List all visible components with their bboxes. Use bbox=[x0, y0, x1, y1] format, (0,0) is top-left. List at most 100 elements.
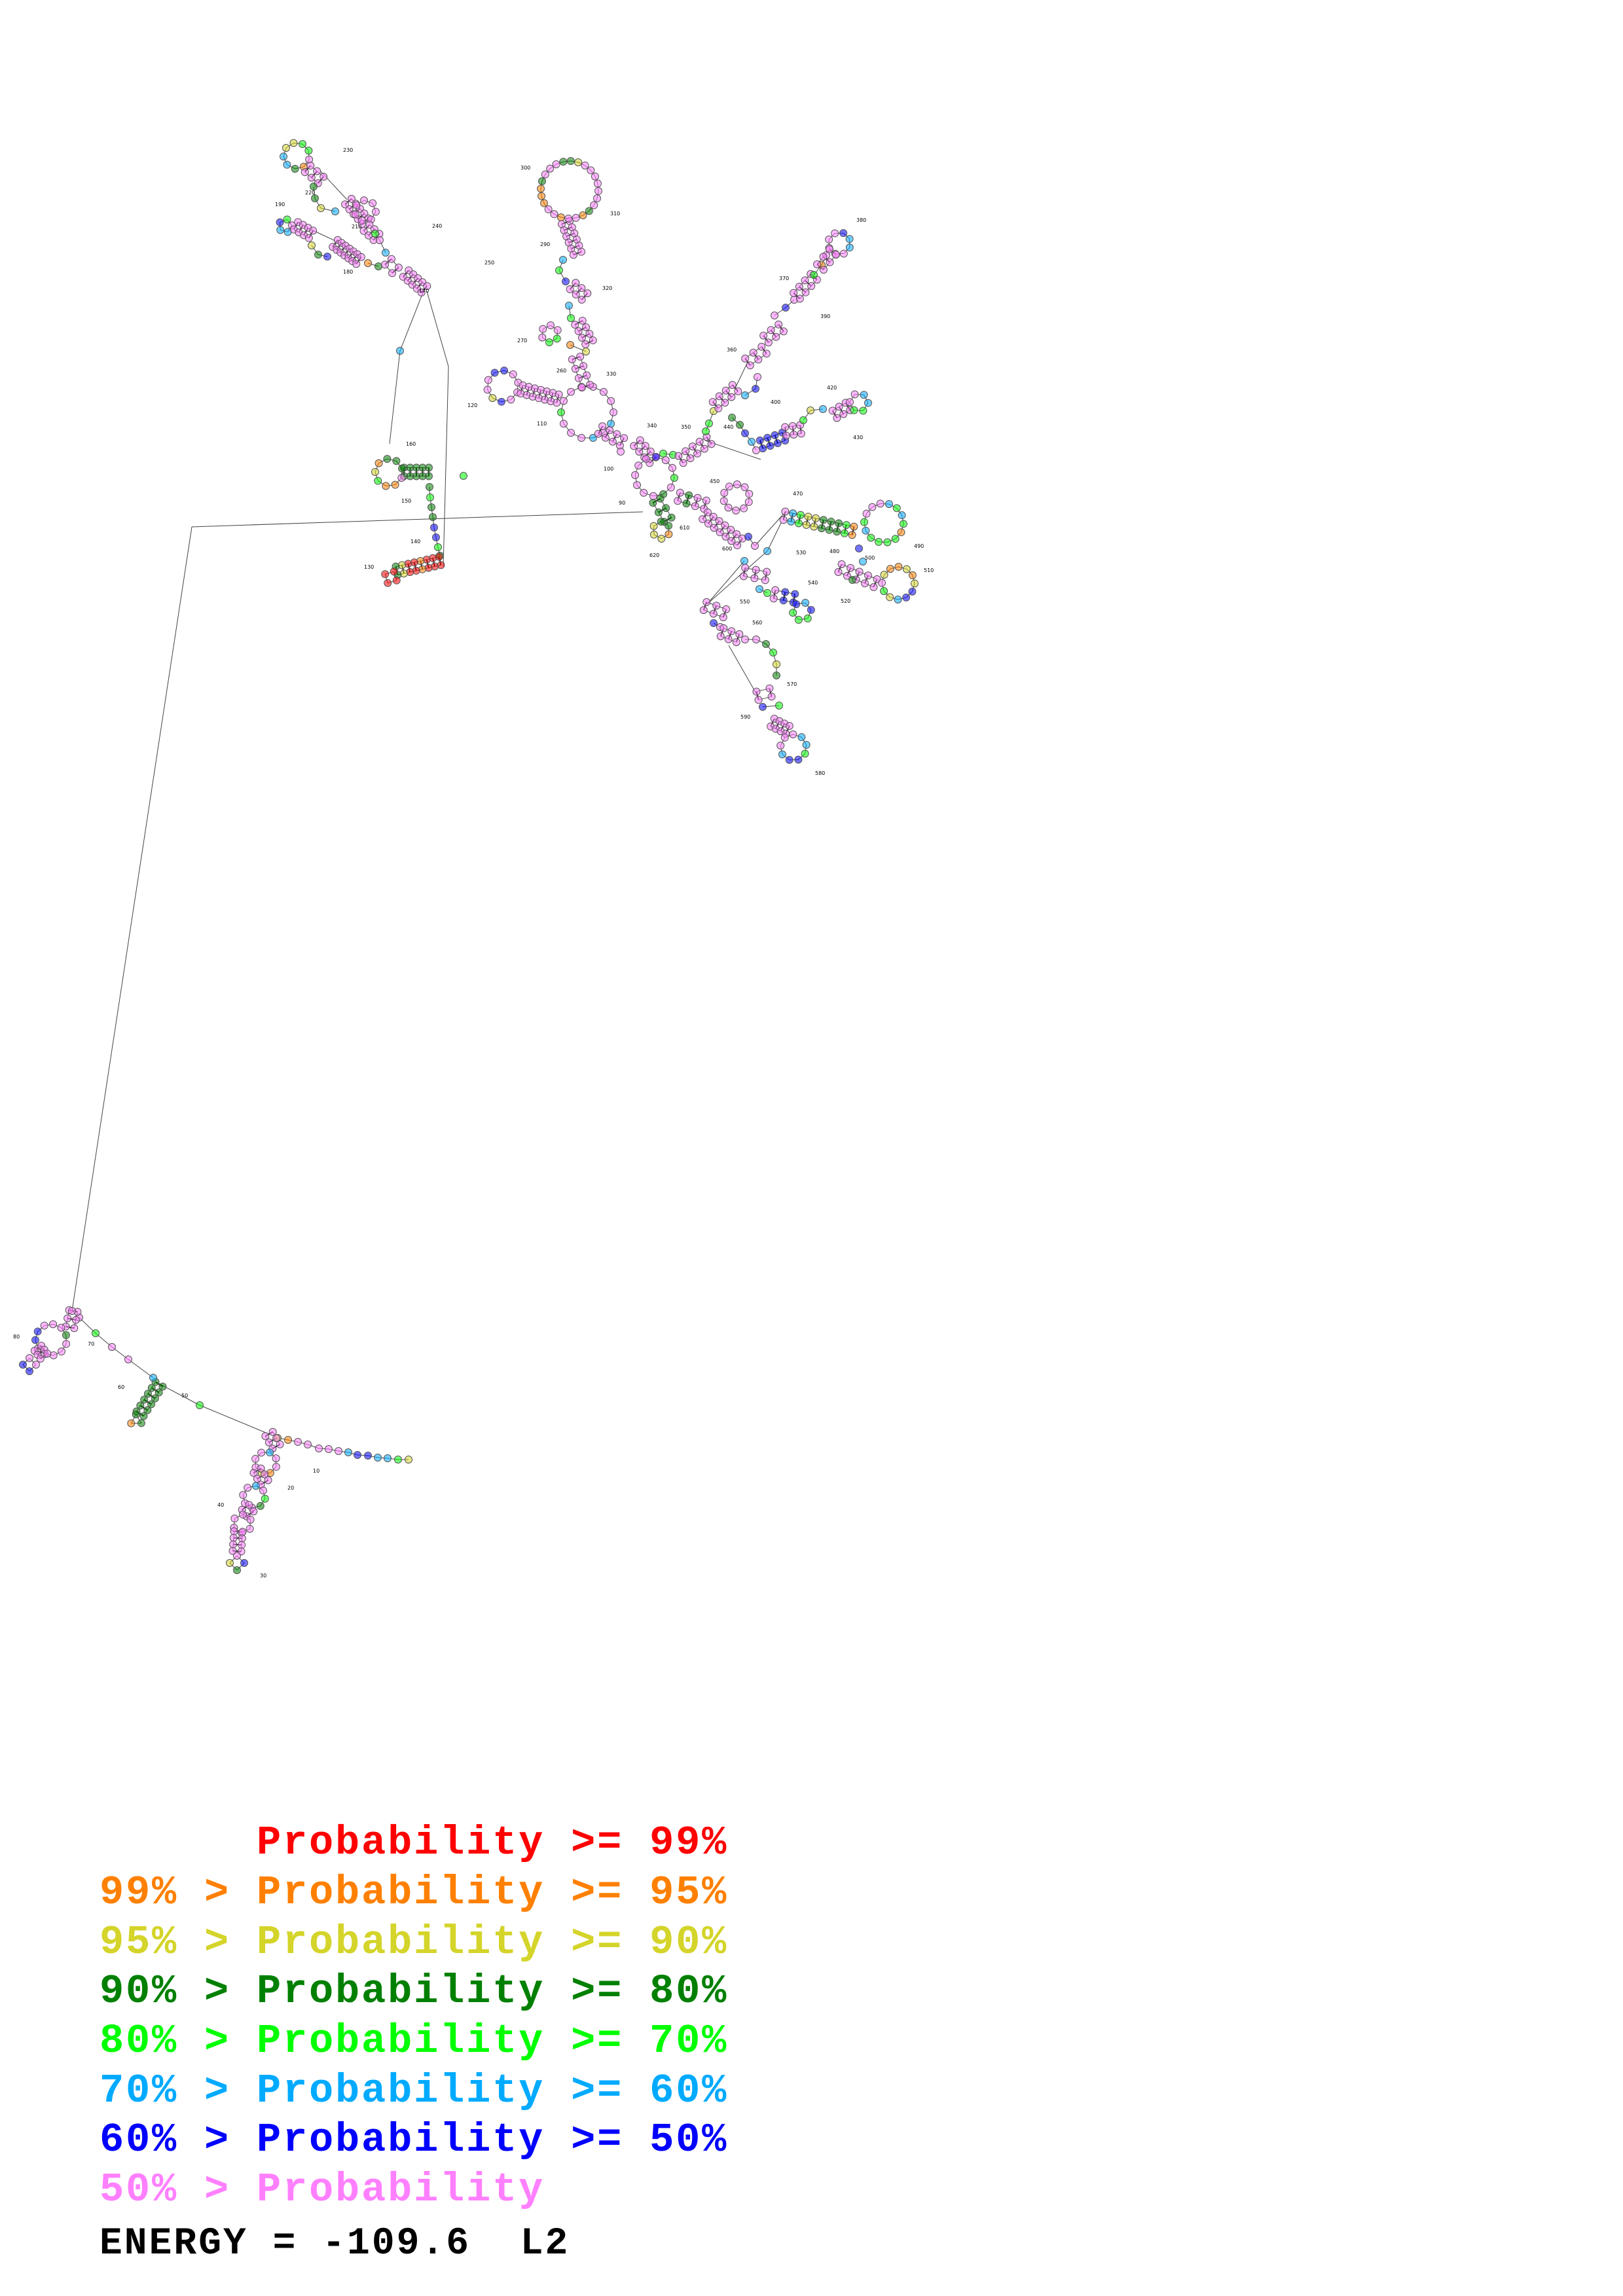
nucleotide bbox=[71, 1316, 80, 1324]
position-label: 590 bbox=[740, 714, 750, 720]
nucleotide bbox=[708, 398, 717, 406]
nucleotide bbox=[428, 503, 435, 511]
position-label: 130 bbox=[364, 564, 374, 570]
nucleotide bbox=[880, 571, 888, 579]
nucleotide bbox=[752, 565, 760, 574]
nucleotide bbox=[571, 321, 579, 329]
position-label: 360 bbox=[727, 347, 737, 353]
nucleotide bbox=[57, 1347, 65, 1355]
nucleotide bbox=[804, 512, 812, 521]
nucleotide bbox=[657, 534, 666, 543]
nucleotide bbox=[238, 1511, 247, 1519]
nucleotide bbox=[707, 440, 716, 448]
nucleotide bbox=[908, 587, 917, 596]
nucleotide bbox=[272, 1463, 280, 1471]
nucleotide bbox=[746, 361, 754, 370]
nucleotide bbox=[791, 590, 799, 598]
nucleotide bbox=[771, 312, 778, 319]
nucleotide bbox=[576, 352, 585, 361]
nucleotide bbox=[754, 696, 763, 704]
nucleotide bbox=[739, 572, 748, 581]
nucleotide bbox=[794, 616, 803, 624]
position-label: 400 bbox=[771, 399, 780, 405]
nucleotide bbox=[785, 722, 793, 730]
nucleotide bbox=[715, 517, 723, 526]
nucleotide bbox=[714, 404, 723, 412]
nucleotide bbox=[291, 164, 299, 173]
nucleotide bbox=[594, 187, 602, 195]
position-label: 330 bbox=[606, 371, 616, 377]
nucleotide bbox=[238, 1528, 247, 1536]
nucleotide bbox=[790, 430, 798, 439]
nucleotide bbox=[246, 1524, 254, 1533]
nucleotide bbox=[354, 1451, 361, 1459]
position-label: 430 bbox=[853, 435, 863, 440]
nucleotide bbox=[374, 459, 383, 467]
nucleotide bbox=[314, 251, 322, 259]
position-label: 80 bbox=[13, 1334, 20, 1340]
nucleotide bbox=[884, 500, 893, 509]
position-label: 310 bbox=[610, 211, 620, 217]
position-label: 510 bbox=[924, 567, 934, 573]
nucleotide bbox=[240, 1559, 248, 1567]
nucleotide bbox=[780, 734, 789, 742]
nucleotide bbox=[26, 1367, 33, 1375]
nucleotide bbox=[249, 1469, 258, 1477]
nucleotide bbox=[720, 488, 729, 497]
nucleotide bbox=[659, 450, 667, 457]
position-label: 290 bbox=[540, 242, 550, 247]
nucleotide bbox=[864, 399, 872, 407]
position-label: 90 bbox=[619, 500, 625, 506]
nucleotide bbox=[382, 249, 390, 257]
nucleotide bbox=[899, 520, 907, 528]
nucleotide bbox=[772, 332, 780, 341]
nucleotide bbox=[744, 533, 752, 541]
nucleotide bbox=[280, 152, 288, 161]
position-label: 530 bbox=[796, 550, 806, 556]
nucleotide bbox=[299, 140, 307, 149]
nucleotide bbox=[49, 1320, 58, 1329]
nucleotide bbox=[140, 1395, 149, 1404]
nucleotide bbox=[347, 194, 356, 203]
nucleotide bbox=[721, 532, 730, 541]
nucleotide bbox=[460, 472, 467, 480]
nucleotide bbox=[792, 600, 801, 609]
nucleotide bbox=[550, 210, 558, 219]
nucleotide bbox=[704, 519, 712, 528]
nucleotide bbox=[345, 205, 354, 213]
nucleotide bbox=[579, 362, 588, 370]
nucleotide bbox=[538, 192, 546, 200]
nucleotide bbox=[846, 398, 854, 406]
position-label: 20 bbox=[287, 1485, 294, 1491]
nucleotide bbox=[839, 249, 848, 258]
nucleotide bbox=[741, 429, 749, 437]
nucleotide bbox=[756, 436, 764, 444]
nucleotide bbox=[782, 304, 790, 312]
nucleotide bbox=[158, 1382, 167, 1391]
nucleotide bbox=[908, 571, 917, 579]
nucleotide bbox=[732, 638, 740, 647]
nucleotide bbox=[835, 519, 843, 528]
nucleotide bbox=[840, 529, 848, 537]
nucleotide bbox=[315, 1444, 323, 1452]
nucleotide bbox=[761, 576, 769, 584]
nucleotide bbox=[649, 530, 658, 539]
nucleotide bbox=[585, 207, 593, 215]
nucleotide bbox=[819, 516, 828, 524]
nucleotide bbox=[789, 730, 797, 739]
nucleotide bbox=[859, 406, 867, 415]
nucleotide bbox=[62, 1331, 70, 1339]
backbone-line bbox=[706, 560, 745, 605]
nucleotide bbox=[721, 386, 730, 395]
nucleotide bbox=[773, 672, 780, 679]
nucleotide bbox=[702, 427, 710, 435]
nucleotide bbox=[593, 179, 602, 188]
nucleotide bbox=[147, 1400, 156, 1408]
nucleotide bbox=[601, 433, 610, 442]
nucleotide bbox=[268, 1427, 277, 1436]
nucleotide bbox=[583, 371, 591, 380]
nucleotide bbox=[261, 1432, 270, 1441]
position-label: 60 bbox=[118, 1384, 124, 1390]
nucleotide bbox=[387, 255, 395, 263]
